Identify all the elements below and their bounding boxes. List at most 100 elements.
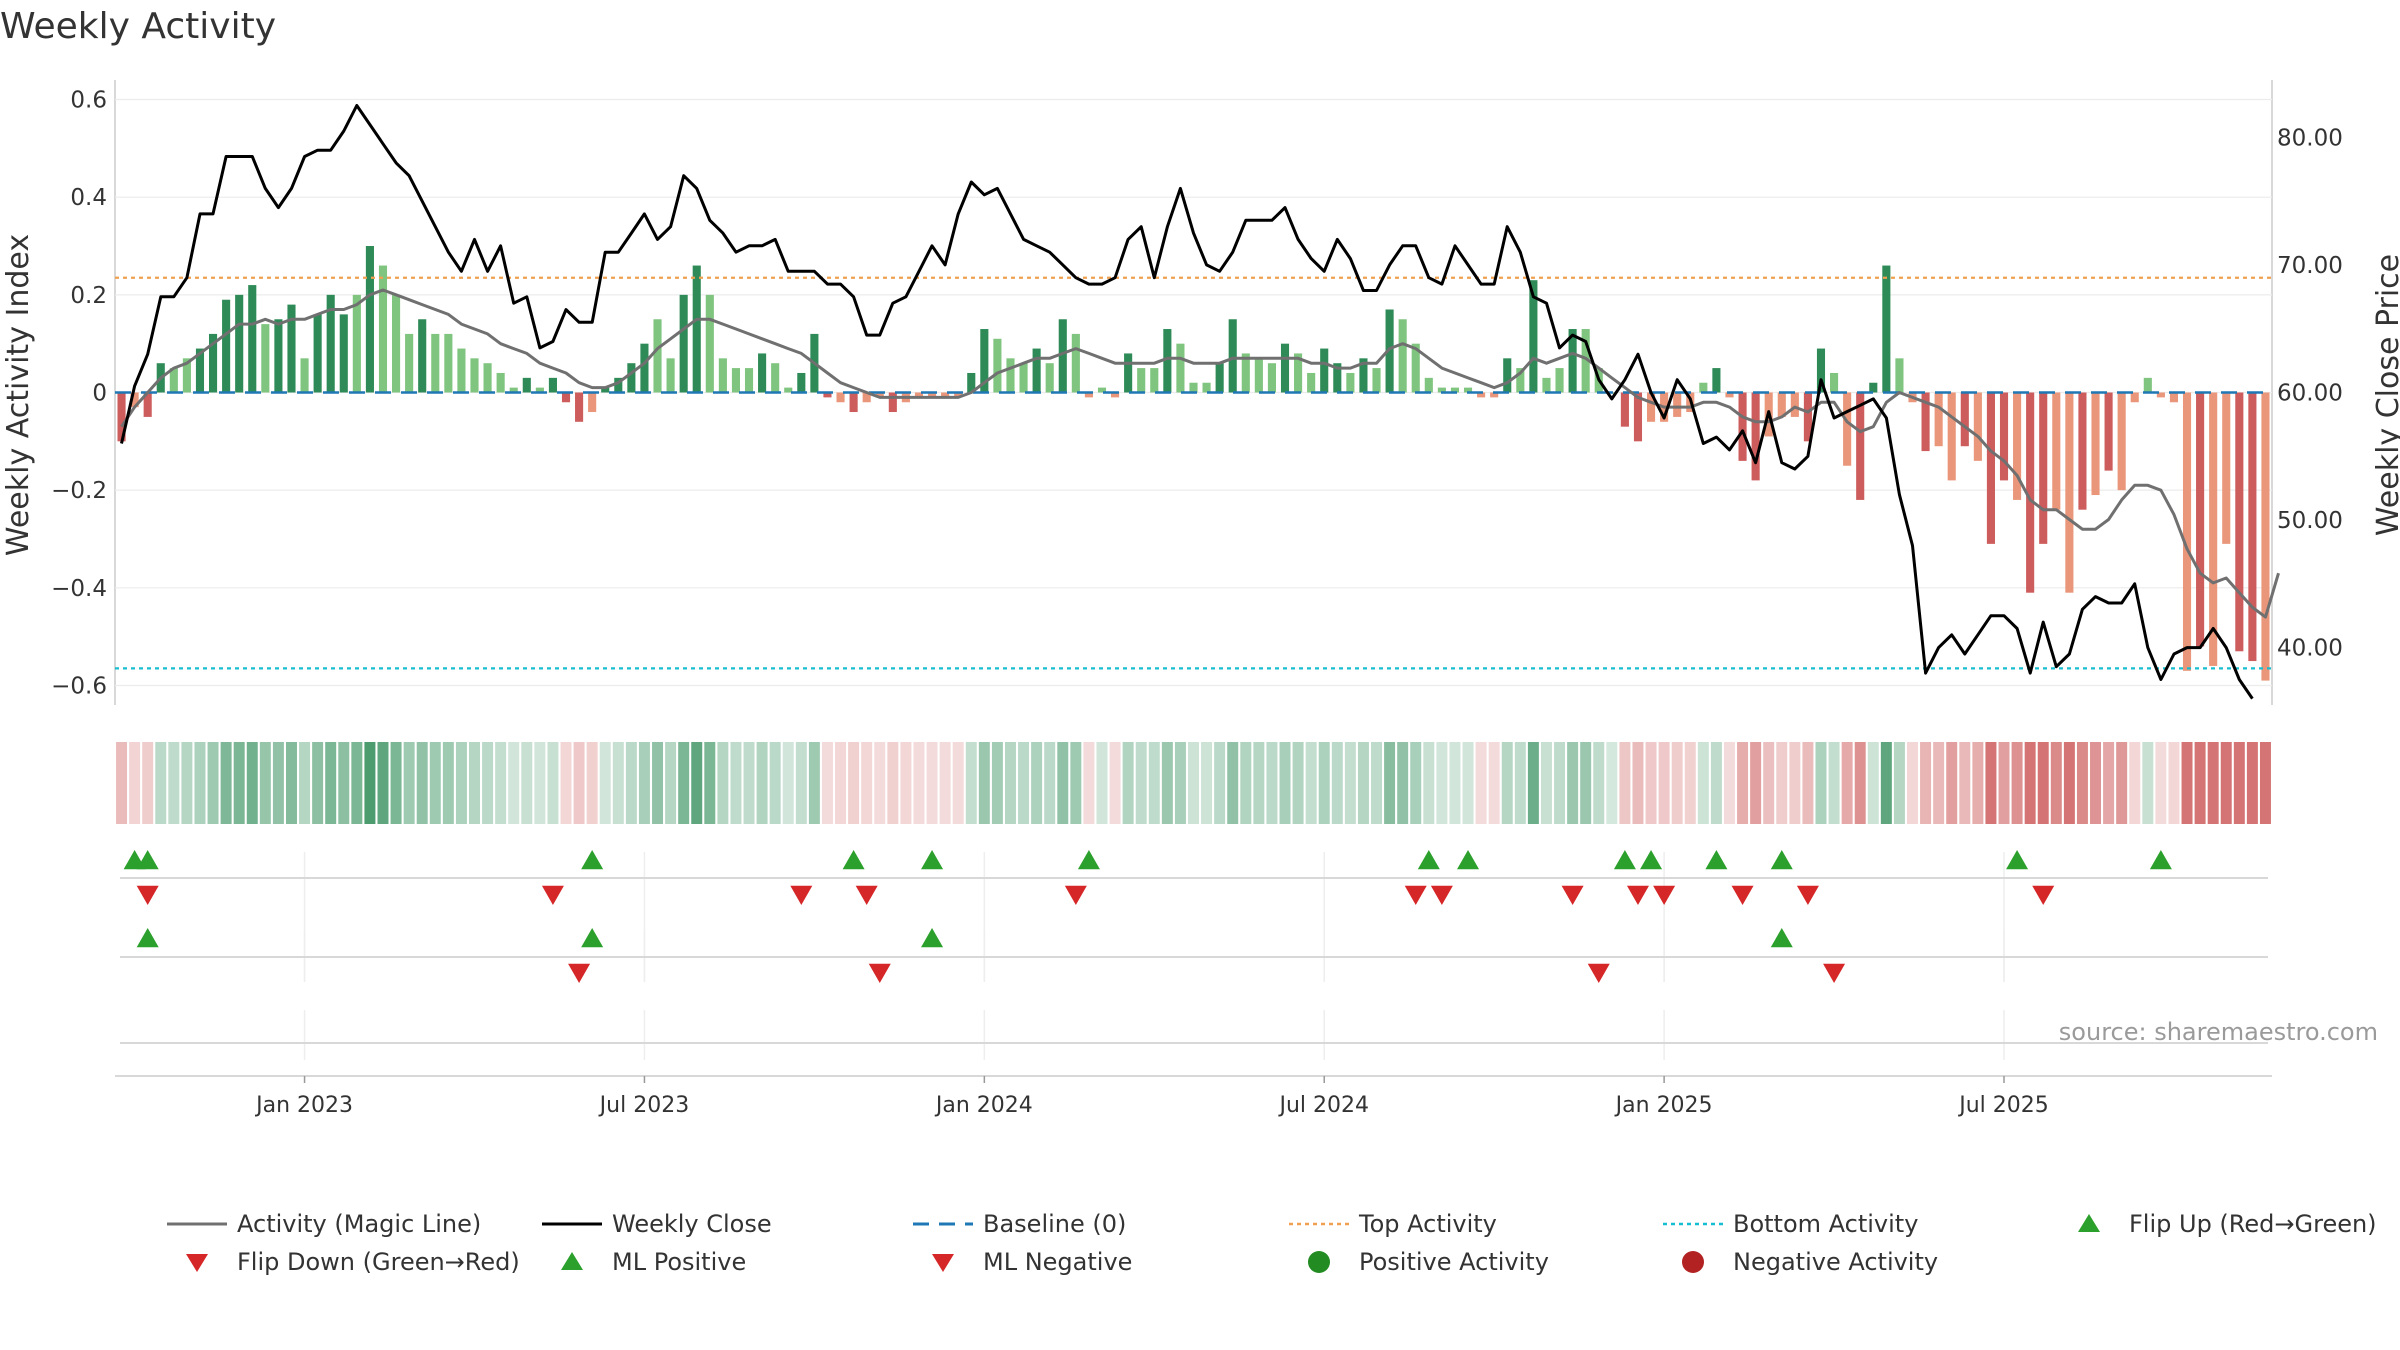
activity-strip-cell bbox=[2168, 742, 2180, 824]
activity-bar bbox=[1960, 392, 1969, 447]
activity-bar bbox=[954, 392, 963, 398]
activity-bar bbox=[601, 387, 610, 393]
activity-bar bbox=[588, 392, 597, 413]
activity-strip-cell bbox=[625, 742, 637, 824]
flip-up-marker bbox=[1457, 850, 1480, 870]
activity-strip-cell bbox=[612, 742, 624, 824]
chart-title: Weekly Activity bbox=[0, 6, 276, 47]
activity-bar bbox=[117, 392, 126, 442]
activity-strip-cell bbox=[2024, 742, 2036, 824]
activity-bar bbox=[1320, 348, 1329, 393]
activity-bar bbox=[1490, 392, 1499, 398]
y-tick-label-left: 0.6 bbox=[70, 88, 107, 114]
activity-bar bbox=[1084, 392, 1093, 398]
activity-strip-cell bbox=[769, 742, 781, 824]
legend-swatch-tri-up bbox=[2078, 1214, 2100, 1232]
flip-down-marker bbox=[1561, 885, 1584, 905]
y-tick-label-left: 0.2 bbox=[70, 283, 107, 309]
activity-bar bbox=[182, 358, 191, 393]
activity-strip-cell bbox=[756, 742, 768, 824]
activity-bar bbox=[392, 294, 401, 393]
activity-bar bbox=[169, 368, 178, 393]
activity-strip-cell bbox=[1972, 742, 1984, 824]
activity-strip-cell bbox=[482, 742, 494, 824]
activity-bar bbox=[784, 387, 793, 393]
activity-bar bbox=[1790, 392, 1799, 417]
activity-strip-cell bbox=[325, 742, 337, 824]
activity-bar bbox=[208, 333, 218, 393]
activity-strip-cell bbox=[2037, 742, 2049, 824]
flip-down-marker bbox=[1626, 885, 1649, 905]
y-tick-label-left: −0.4 bbox=[51, 576, 107, 602]
activity-bar bbox=[2104, 392, 2113, 471]
activity-bar bbox=[1385, 309, 1394, 393]
flip-up-marker bbox=[1417, 850, 1440, 870]
ml-negative-marker bbox=[868, 963, 891, 983]
legend-label: Flip Up (Red→Green) bbox=[2129, 1210, 2377, 1238]
activity-strip-cell bbox=[1567, 742, 1579, 824]
activity-bar bbox=[692, 265, 701, 393]
activity-bar bbox=[927, 392, 937, 398]
activity-strip-cell bbox=[1985, 742, 1997, 824]
activity-bar bbox=[509, 387, 518, 393]
activity-strip-cell bbox=[586, 742, 598, 824]
activity-bar bbox=[1973, 392, 1982, 461]
activity-bar bbox=[1006, 358, 1015, 393]
activity-bar bbox=[300, 358, 309, 393]
x-tick-label: Jul 2025 bbox=[1957, 1093, 2049, 1118]
x-tick-label: Jan 2023 bbox=[254, 1093, 353, 1118]
activity-strip-cell bbox=[1070, 742, 1082, 824]
activity-strip-cell bbox=[1606, 742, 1618, 824]
activity-bar bbox=[1477, 392, 1486, 398]
legend-label: ML Positive bbox=[612, 1248, 746, 1276]
activity-bar bbox=[1398, 319, 1407, 393]
activity-bar bbox=[339, 314, 348, 393]
activity-strip-cell bbox=[1161, 742, 1173, 824]
activity-strip-cell bbox=[2259, 742, 2271, 824]
activity-bar bbox=[2235, 392, 2244, 652]
activity-strip-cell bbox=[246, 742, 258, 824]
activity-bar bbox=[836, 392, 845, 403]
activity-strip-cell bbox=[416, 742, 428, 824]
activity-bar bbox=[1869, 382, 1878, 393]
activity-bar bbox=[313, 314, 322, 393]
activity-strip-cell bbox=[1449, 742, 1461, 824]
activity-strip-cell bbox=[142, 742, 154, 824]
activity-strip-cell bbox=[652, 742, 664, 824]
activity-strip-cell bbox=[1723, 742, 1735, 824]
flip-up-marker bbox=[2149, 850, 2172, 870]
activity-strip-cell bbox=[1018, 742, 1030, 824]
activity-strip bbox=[116, 742, 2271, 824]
activity-strip-cell bbox=[129, 742, 141, 824]
activity-strip-cell bbox=[1527, 742, 1539, 824]
flip-up-marker bbox=[842, 850, 865, 870]
activity-bar bbox=[2143, 377, 2152, 393]
activity-bar bbox=[718, 358, 727, 393]
activity-bar bbox=[522, 377, 531, 393]
activity-strip-cell bbox=[1632, 742, 1644, 824]
activity-bar bbox=[1163, 329, 1172, 393]
activity-strip-cell bbox=[978, 742, 990, 824]
activity-bar bbox=[561, 392, 571, 403]
activity-strip-cell bbox=[795, 742, 807, 824]
activity-bar bbox=[1699, 382, 1708, 393]
activity-strip-cell bbox=[913, 742, 925, 824]
activity-strip-cell bbox=[717, 742, 729, 824]
legend-swatch-tri-down bbox=[932, 1254, 954, 1272]
activity-bar bbox=[2222, 392, 2231, 544]
activity-strip-cell bbox=[991, 742, 1003, 824]
activity-strip-cell bbox=[207, 742, 219, 824]
flip-down-marker bbox=[1430, 885, 1453, 905]
activity-bar bbox=[2117, 392, 2126, 491]
activity-bar bbox=[1503, 358, 1512, 393]
activity-bar bbox=[2182, 392, 2192, 671]
activity-bar bbox=[1137, 368, 1146, 393]
activity-strip-cell bbox=[1697, 742, 1709, 824]
activity-bar bbox=[1620, 392, 1629, 427]
activity-strip-cell bbox=[887, 742, 899, 824]
activity-bar bbox=[274, 319, 283, 393]
signal-panels bbox=[115, 850, 2272, 1077]
activity-strip-cell bbox=[2207, 742, 2219, 824]
activity-strip-cell bbox=[285, 742, 297, 824]
flip-down-marker bbox=[1404, 885, 1427, 905]
